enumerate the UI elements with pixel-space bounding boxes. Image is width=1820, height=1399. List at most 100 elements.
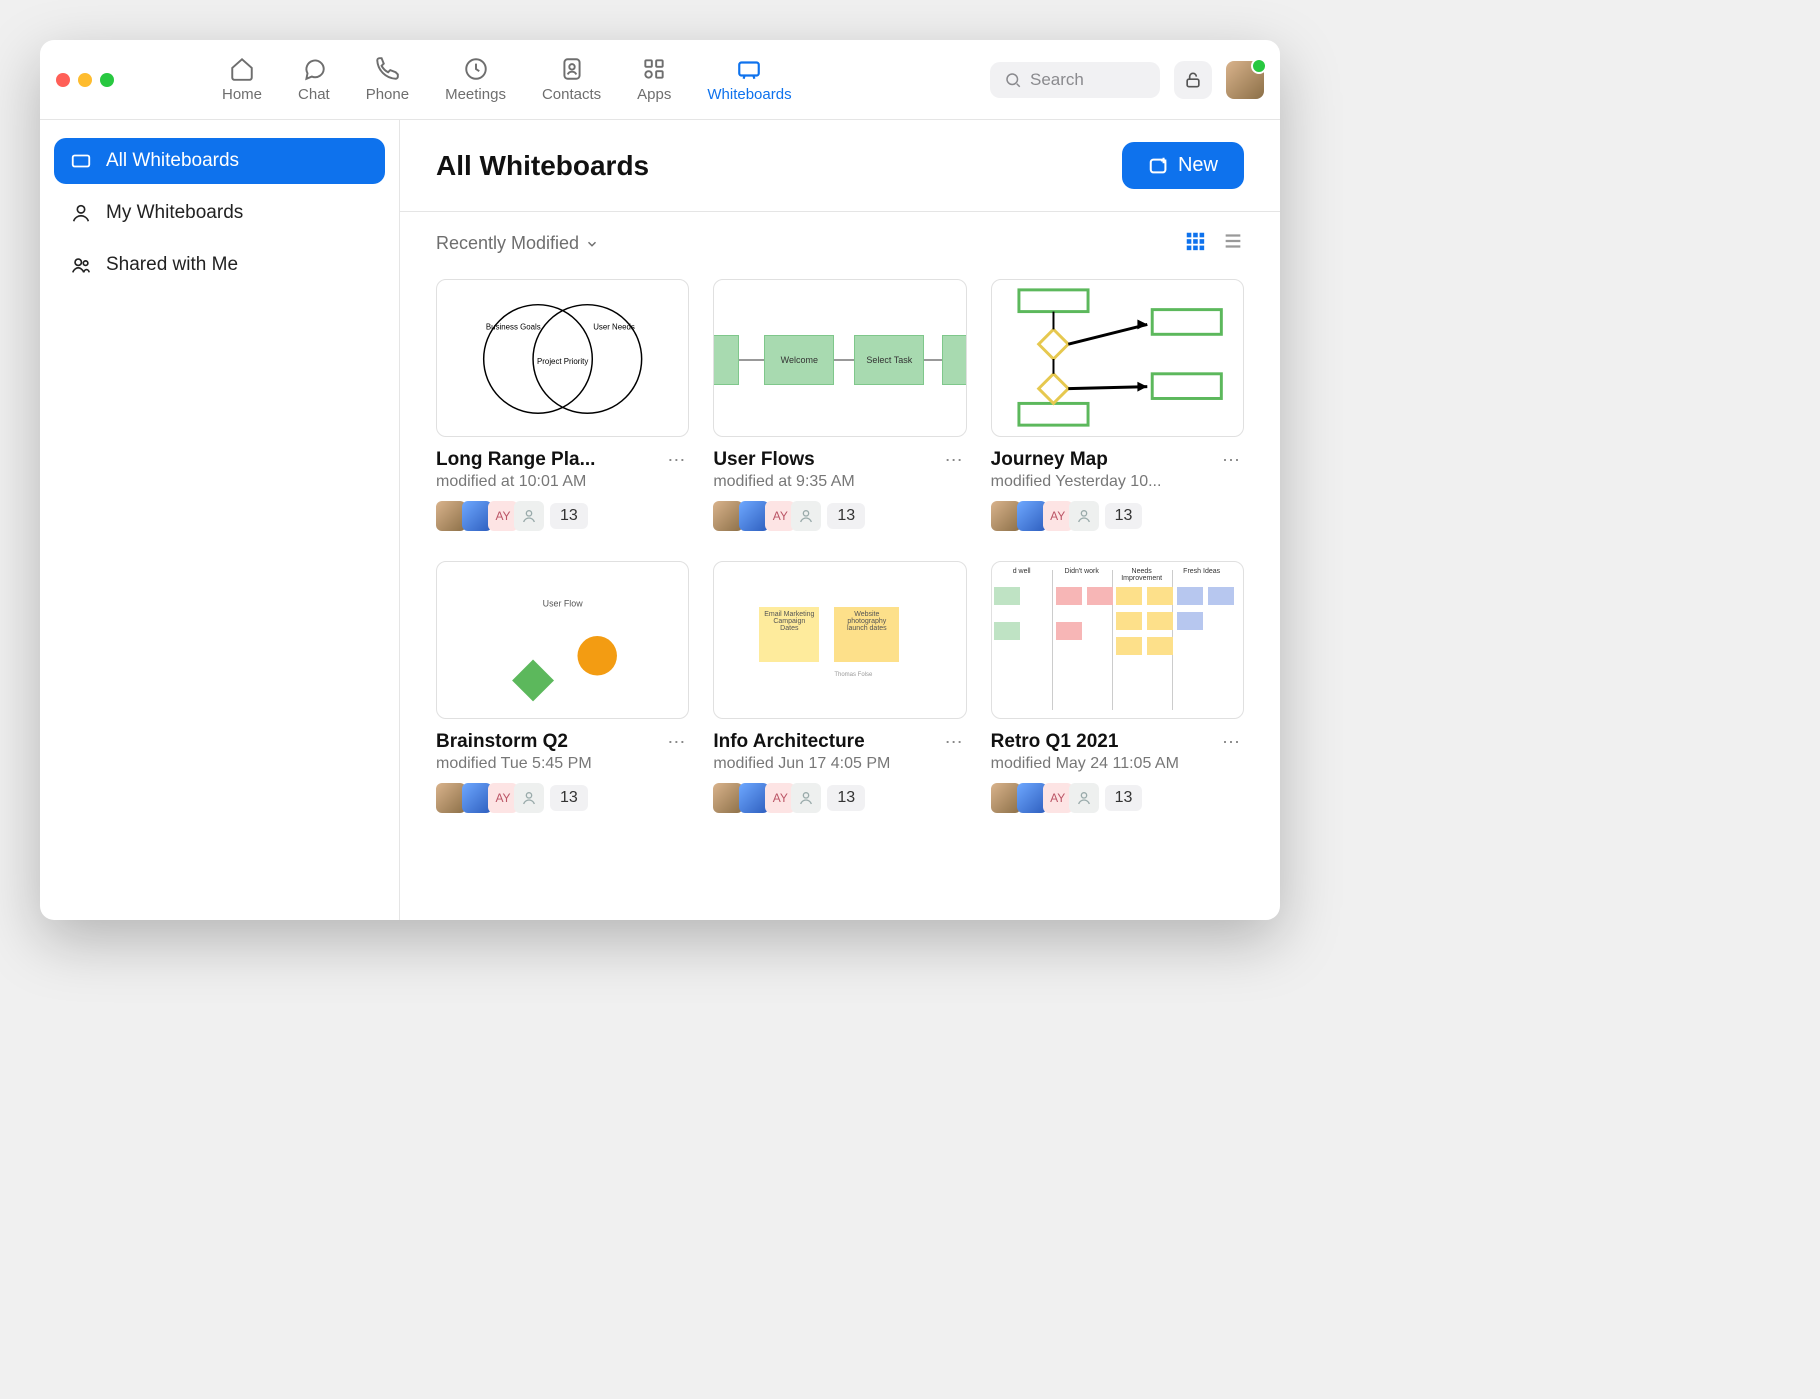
contacts-icon bbox=[559, 56, 585, 82]
whiteboard-icon bbox=[70, 150, 92, 172]
card-title-row: Long Range Pla... ⋯ bbox=[436, 449, 689, 471]
whiteboard-card[interactable]: Business Goals User Needs Project Priori… bbox=[436, 279, 689, 531]
card-thumbnail[interactable] bbox=[991, 279, 1244, 437]
nav-label: Phone bbox=[366, 86, 409, 103]
content: All Whiteboards New Recently Modified bbox=[400, 120, 1280, 920]
card-menu-button[interactable]: ⋯ bbox=[1218, 450, 1244, 471]
whiteboard-card[interactable]: Journey Map ⋯modified Yesterday 10... AY… bbox=[991, 279, 1244, 531]
new-whiteboard-button[interactable]: New bbox=[1122, 142, 1244, 189]
nav-whiteboards[interactable]: Whiteboards bbox=[699, 52, 799, 107]
nav-meetings[interactable]: Meetings bbox=[437, 52, 514, 107]
close-window-button[interactable] bbox=[56, 73, 70, 87]
collaborator-avatar[interactable] bbox=[791, 501, 821, 531]
card-thumbnail[interactable]: Business Goals User Needs Project Priori… bbox=[436, 279, 689, 437]
card-menu-button[interactable]: ⋯ bbox=[941, 450, 967, 471]
nav-contacts[interactable]: Contacts bbox=[534, 52, 609, 107]
nav-label: Contacts bbox=[542, 86, 601, 103]
whiteboard-card[interactable]: Email Marketing Campaign Dates Website p… bbox=[713, 561, 966, 813]
nav-apps[interactable]: Apps bbox=[629, 52, 679, 107]
profile-avatar[interactable] bbox=[1226, 61, 1264, 99]
card-subtitle: modified Tue 5:45 PM bbox=[436, 755, 689, 773]
list-view-button[interactable] bbox=[1222, 230, 1244, 257]
search-input[interactable]: Search bbox=[990, 62, 1160, 98]
sort-dropdown[interactable]: Recently Modified bbox=[436, 233, 599, 254]
card-title-row: Journey Map ⋯ bbox=[991, 449, 1244, 471]
new-icon bbox=[1148, 155, 1170, 177]
collaborator-row: AY 13 bbox=[436, 501, 689, 531]
card-menu-button[interactable]: ⋯ bbox=[663, 732, 689, 753]
card-menu-button[interactable]: ⋯ bbox=[1218, 732, 1244, 753]
nav-label: Home bbox=[222, 86, 262, 103]
maximize-window-button[interactable] bbox=[100, 73, 114, 87]
chat-icon bbox=[301, 56, 327, 82]
sidebar-shared-with-me[interactable]: Shared with Me bbox=[54, 242, 385, 288]
content-toolbar: Recently Modified bbox=[400, 212, 1280, 267]
collaborator-avatar[interactable] bbox=[514, 783, 544, 813]
card-title-row: Retro Q1 2021 ⋯ bbox=[991, 731, 1244, 753]
sidebar-my-whiteboards[interactable]: My Whiteboards bbox=[54, 190, 385, 236]
collaborator-avatar[interactable] bbox=[514, 501, 544, 531]
list-icon bbox=[1222, 230, 1244, 252]
collaborator-count: 13 bbox=[1105, 785, 1143, 811]
collaborator-avatar[interactable] bbox=[1069, 501, 1099, 531]
card-subtitle: modified Yesterday 10... bbox=[991, 473, 1244, 491]
sidebar-label: My Whiteboards bbox=[106, 202, 243, 224]
card-thumbnail[interactable]: d wellDidn't workNeeds ImprovementFresh … bbox=[991, 561, 1244, 719]
whiteboard-card[interactable]: User Flow Brainstorm Q2 ⋯ modified Tue 5:… bbox=[436, 561, 689, 813]
search-placeholder: Search bbox=[1030, 70, 1084, 90]
card-thumbnail[interactable]: Welcome Select Task bbox=[713, 279, 966, 437]
nav-label: Meetings bbox=[445, 86, 506, 103]
clock-icon bbox=[463, 56, 489, 82]
collaborator-avatar[interactable] bbox=[1069, 783, 1099, 813]
card-title-row: Brainstorm Q2 ⋯ bbox=[436, 731, 689, 753]
grid-icon bbox=[1184, 230, 1206, 252]
titlebar: Home Chat Phone Meetings Contacts Apps bbox=[40, 40, 1280, 120]
card-menu-button[interactable]: ⋯ bbox=[941, 732, 967, 753]
chevron-down-icon bbox=[585, 237, 599, 251]
card-subtitle: modified at 10:01 AM bbox=[436, 473, 689, 491]
nav-tabs: Home Chat Phone Meetings Contacts Apps bbox=[214, 52, 990, 107]
collaborator-count: 13 bbox=[827, 785, 865, 811]
whiteboard-card[interactable]: d wellDidn't workNeeds ImprovementFresh … bbox=[991, 561, 1244, 813]
collaborator-count: 13 bbox=[550, 503, 588, 529]
card-title-row: Info Architecture ⋯ bbox=[713, 731, 966, 753]
card-title: User Flows bbox=[713, 449, 814, 471]
sidebar-all-whiteboards[interactable]: All Whiteboards bbox=[54, 138, 385, 184]
svg-text:Business Goals: Business Goals bbox=[486, 322, 541, 331]
new-label: New bbox=[1178, 154, 1218, 177]
sidebar-label: All Whiteboards bbox=[106, 150, 239, 172]
card-menu-button[interactable]: ⋯ bbox=[663, 450, 689, 471]
phone-icon bbox=[374, 56, 400, 82]
minimize-window-button[interactable] bbox=[78, 73, 92, 87]
card-title: Retro Q1 2021 bbox=[991, 731, 1119, 753]
nav-home[interactable]: Home bbox=[214, 52, 270, 107]
nav-chat[interactable]: Chat bbox=[290, 52, 338, 107]
collaborator-row: AY 13 bbox=[991, 783, 1244, 813]
apps-icon bbox=[641, 56, 667, 82]
nav-phone[interactable]: Phone bbox=[358, 52, 417, 107]
sidebar: All Whiteboards My Whiteboards Shared wi… bbox=[40, 120, 400, 920]
search-icon bbox=[1004, 71, 1022, 89]
whiteboard-card[interactable]: Welcome Select Task User Flows ⋯modified… bbox=[713, 279, 966, 531]
collaborator-count: 13 bbox=[827, 503, 865, 529]
card-thumbnail[interactable]: User Flow bbox=[436, 561, 689, 719]
people-icon bbox=[70, 254, 92, 276]
sort-label: Recently Modified bbox=[436, 233, 579, 254]
sidebar-label: Shared with Me bbox=[106, 254, 238, 276]
collaborator-count: 13 bbox=[550, 785, 588, 811]
card-title: Info Architecture bbox=[713, 731, 864, 753]
lock-button[interactable] bbox=[1174, 61, 1212, 99]
cards-scroll[interactable]: Business Goals User Needs Project Priori… bbox=[400, 267, 1280, 920]
grid-view-button[interactable] bbox=[1184, 230, 1206, 257]
svg-text:User Flow: User Flow bbox=[543, 598, 584, 608]
collaborator-row: AY 13 bbox=[436, 783, 689, 813]
nav-label: Chat bbox=[298, 86, 330, 103]
nav-label: Apps bbox=[637, 86, 671, 103]
collaborator-row: AY 13 bbox=[713, 501, 966, 531]
card-thumbnail[interactable]: Email Marketing Campaign Dates Website p… bbox=[713, 561, 966, 719]
content-header: All Whiteboards New bbox=[400, 120, 1280, 212]
page-title: All Whiteboards bbox=[436, 150, 649, 182]
card-title: Long Range Pla... bbox=[436, 449, 595, 471]
main-area: All Whiteboards My Whiteboards Shared wi… bbox=[40, 120, 1280, 920]
collaborator-avatar[interactable] bbox=[791, 783, 821, 813]
